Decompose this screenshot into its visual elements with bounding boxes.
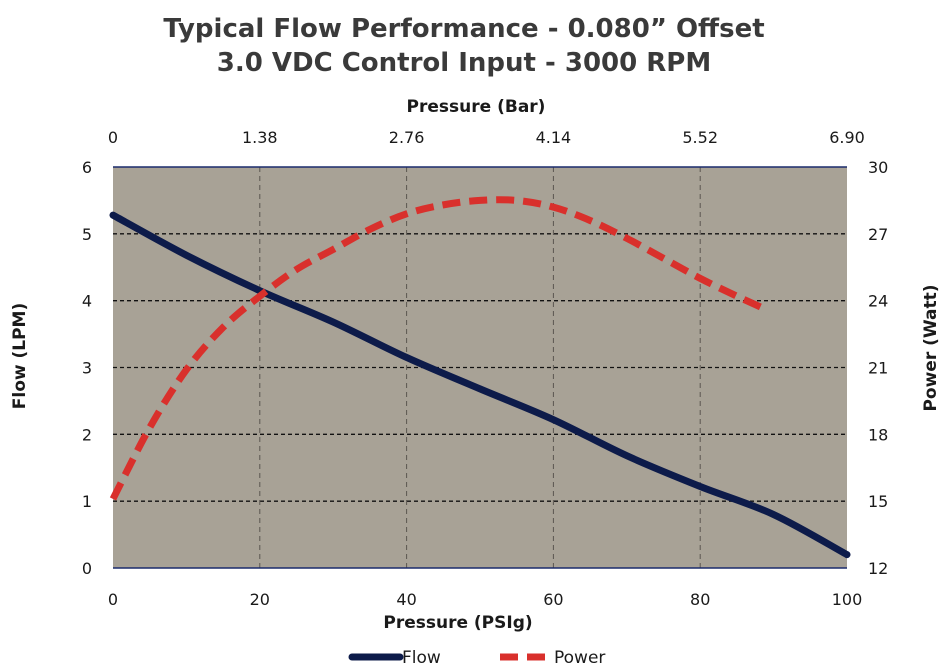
y2-tick-label: 27	[868, 225, 888, 244]
x-tick-label: 60	[543, 590, 563, 609]
y-tick-label: 1	[82, 492, 92, 511]
x2-tick-label: 2.76	[389, 128, 425, 147]
y-tick-label: 3	[82, 359, 92, 378]
y2-tick-label: 12	[868, 559, 888, 578]
grid-lines	[113, 167, 847, 568]
chart-title: Typical Flow Performance - 0.080” Offset	[163, 14, 764, 44]
y2-tick-label: 30	[868, 158, 888, 177]
x-tick-label: 100	[832, 590, 863, 609]
x-tick-label: 40	[396, 590, 416, 609]
power-series-line	[109, 196, 768, 501]
x2-tick-label: 0	[108, 128, 118, 147]
y-tick-label: 4	[82, 292, 92, 311]
legend-power-label: Power	[554, 648, 605, 666]
x2-tick-label: 1.38	[242, 128, 278, 147]
x2-tick-label: 6.90	[829, 128, 865, 147]
x2-axis-title: Pressure (Bar)	[407, 97, 546, 117]
y-tick-label: 5	[82, 225, 92, 244]
x-tick-label: 0	[108, 590, 118, 609]
y2-tick-label: 21	[868, 359, 888, 378]
x2-tick-label: 5.52	[682, 128, 718, 147]
y2-axis-title: Power (Watt)	[921, 284, 940, 411]
legend-flow-label: Flow	[402, 648, 441, 666]
legend: Flow Power	[348, 648, 605, 666]
y2-tick-label: 15	[868, 492, 888, 511]
x-axis-title: Pressure (PSIg)	[383, 613, 532, 633]
y-tick-label: 0	[82, 559, 92, 578]
y-tick-label: 2	[82, 425, 92, 444]
x2-tick-label: 4.14	[536, 128, 572, 147]
x-tick-label: 80	[690, 590, 710, 609]
y2-tick-label: 24	[868, 292, 888, 311]
x-tick-label: 20	[250, 590, 270, 609]
chart-subtitle: 3.0 VDC Control Input - 3000 RPM	[217, 48, 711, 78]
y-tick-label: 6	[82, 158, 92, 177]
flow-series-line	[109, 211, 851, 559]
series-layer	[109, 196, 851, 559]
y2-tick-label: 18	[868, 425, 888, 444]
y-axis-title: Flow (LPM)	[10, 303, 30, 410]
